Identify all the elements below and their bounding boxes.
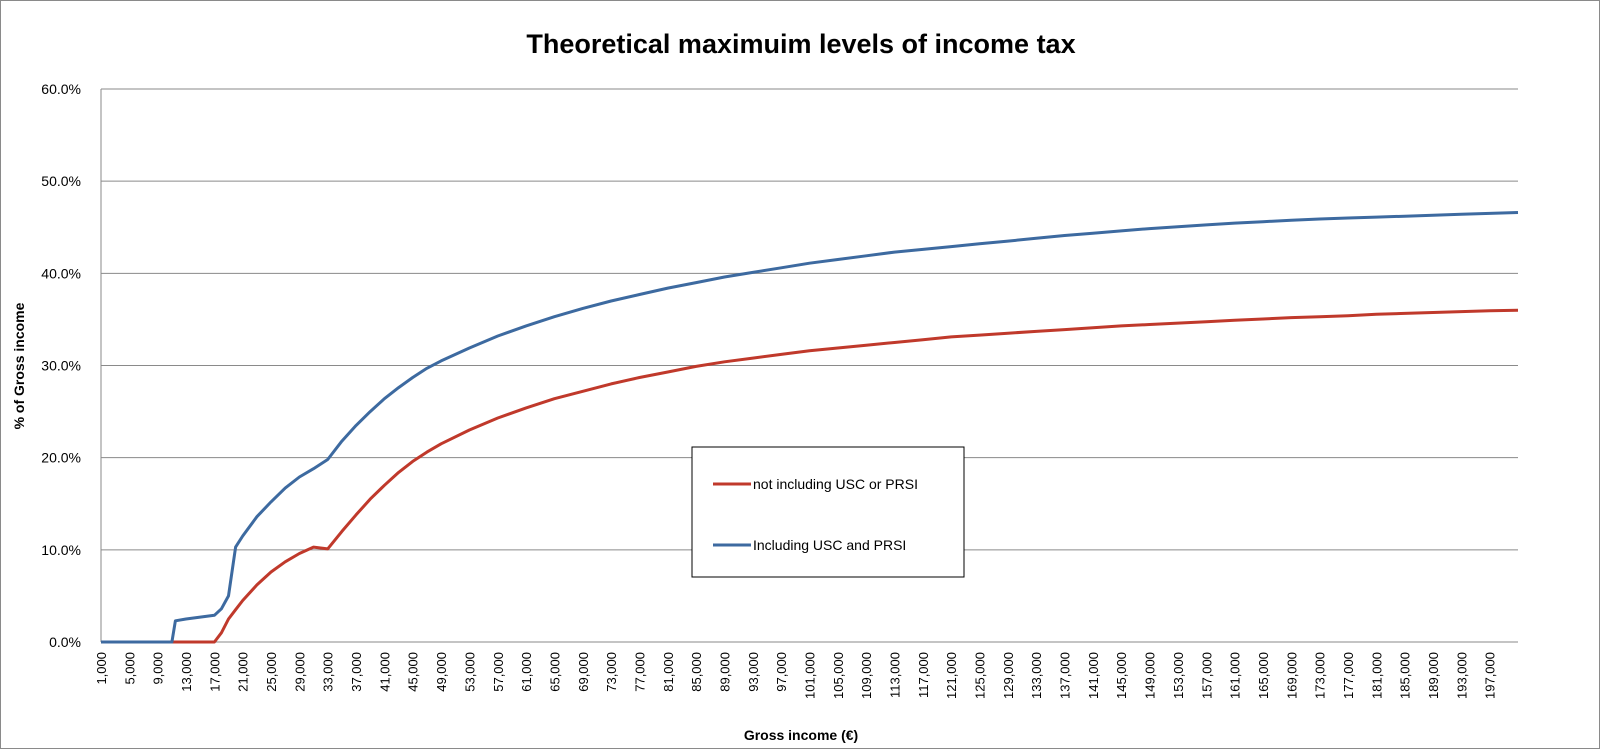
x-tick-label: 89,000 bbox=[717, 652, 732, 692]
x-tick-label: 121,000 bbox=[944, 652, 959, 699]
x-axis-title: Gross income (€) bbox=[744, 727, 858, 743]
legend-box bbox=[691, 446, 965, 578]
series-lines bbox=[101, 211, 1519, 644]
x-tick-label: 53,000 bbox=[462, 652, 477, 692]
x-tick-label: 21,000 bbox=[236, 652, 251, 692]
x-tick-label: 165,000 bbox=[1256, 652, 1271, 699]
x-tick-labels: 1,000 5,000 9,000 13,000 17,000 21,000 25,000 2… bbox=[94, 652, 1498, 699]
legend-label-1: Including USC and PRSI bbox=[753, 537, 906, 553]
x-tick-label: 69,000 bbox=[576, 652, 591, 692]
x-tick-label: 109,000 bbox=[859, 652, 874, 699]
x-tick-label: 161,000 bbox=[1228, 652, 1243, 699]
x-tick-label: 9,000 bbox=[151, 652, 166, 685]
x-tick-label: 169,000 bbox=[1284, 652, 1299, 699]
x-tick-label: 61,000 bbox=[519, 652, 534, 692]
x-tick-label: 193,000 bbox=[1454, 652, 1469, 699]
x-tick-label: 101,000 bbox=[803, 652, 818, 699]
y-tick-label: 40.0% bbox=[41, 265, 81, 281]
x-tick-label: 57,000 bbox=[491, 652, 506, 692]
x-tick-label: 125,000 bbox=[973, 652, 988, 699]
y-tick-labels: 0.0% 10.0% 20.0% 30.0% 40.0% 50.0% 60.0% bbox=[41, 81, 81, 650]
x-tick-label: 117,000 bbox=[916, 652, 931, 698]
legend-label-0: not including USC or PRSI bbox=[753, 476, 918, 492]
y-tick-label: 10.0% bbox=[41, 542, 81, 558]
x-tick-label: 105,000 bbox=[831, 652, 846, 699]
y-tick-label: 50.0% bbox=[41, 173, 81, 189]
x-tick-label: 129,000 bbox=[1001, 652, 1016, 699]
x-tick-label: 13,000 bbox=[179, 652, 194, 692]
x-tick-label: 197,000 bbox=[1483, 652, 1498, 699]
chart-title: Theoretical maximuim levels of income ta… bbox=[526, 29, 1075, 59]
x-tick-label: 85,000 bbox=[689, 652, 704, 692]
x-tick-label: 145,000 bbox=[1114, 652, 1129, 699]
x-tick-label: 33,000 bbox=[321, 652, 336, 692]
x-tick-label: 29,000 bbox=[292, 652, 307, 692]
x-tick-label: 157,000 bbox=[1199, 652, 1214, 699]
x-tick-label: 189,000 bbox=[1426, 652, 1441, 699]
x-tick-label: 45,000 bbox=[406, 652, 421, 692]
x-tick-label: 149,000 bbox=[1143, 652, 1158, 699]
x-tick-label: 141,000 bbox=[1086, 652, 1101, 699]
series-line-0 bbox=[101, 308, 1519, 644]
x-tick-label: 185,000 bbox=[1398, 652, 1413, 699]
x-tick-label: 41,000 bbox=[377, 652, 392, 692]
y-tick-label: 0.0% bbox=[49, 634, 81, 650]
x-tick-label: 181,000 bbox=[1369, 652, 1384, 699]
x-tick-label: 25,000 bbox=[264, 652, 279, 692]
x-tick-label: 177,000 bbox=[1341, 652, 1356, 699]
y-axis-title: % of Gross income bbox=[11, 302, 27, 429]
x-tick-label: 93,000 bbox=[746, 652, 761, 692]
x-tick-label: 173,000 bbox=[1313, 652, 1328, 699]
x-tick-label: 73,000 bbox=[604, 652, 619, 692]
x-tick-label: 137,000 bbox=[1058, 652, 1073, 699]
x-tick-label: 113,000 bbox=[888, 652, 903, 698]
x-tick-label: 133,000 bbox=[1029, 652, 1044, 699]
y-tick-label: 60.0% bbox=[41, 81, 81, 97]
y-tick-label: 20.0% bbox=[41, 450, 81, 466]
x-tick-label: 17,000 bbox=[207, 652, 222, 692]
x-tick-label: 37,000 bbox=[349, 652, 364, 692]
x-tick-label: 81,000 bbox=[661, 652, 676, 692]
x-tick-label: 5,000 bbox=[122, 652, 137, 685]
legend: not including USC or PRSI Including USC … bbox=[691, 446, 965, 578]
x-tick-label: 65,000 bbox=[547, 652, 562, 692]
gridlines bbox=[101, 88, 1518, 551]
x-tick-label: 153,000 bbox=[1171, 652, 1186, 699]
x-tick-label: 1,000 bbox=[94, 652, 109, 685]
series-line-1 bbox=[101, 211, 1519, 644]
y-tick-label: 30.0% bbox=[41, 358, 81, 374]
x-tick-label: 97,000 bbox=[774, 652, 789, 692]
x-tick-label: 49,000 bbox=[434, 652, 449, 692]
x-tick-label: 77,000 bbox=[632, 652, 647, 692]
